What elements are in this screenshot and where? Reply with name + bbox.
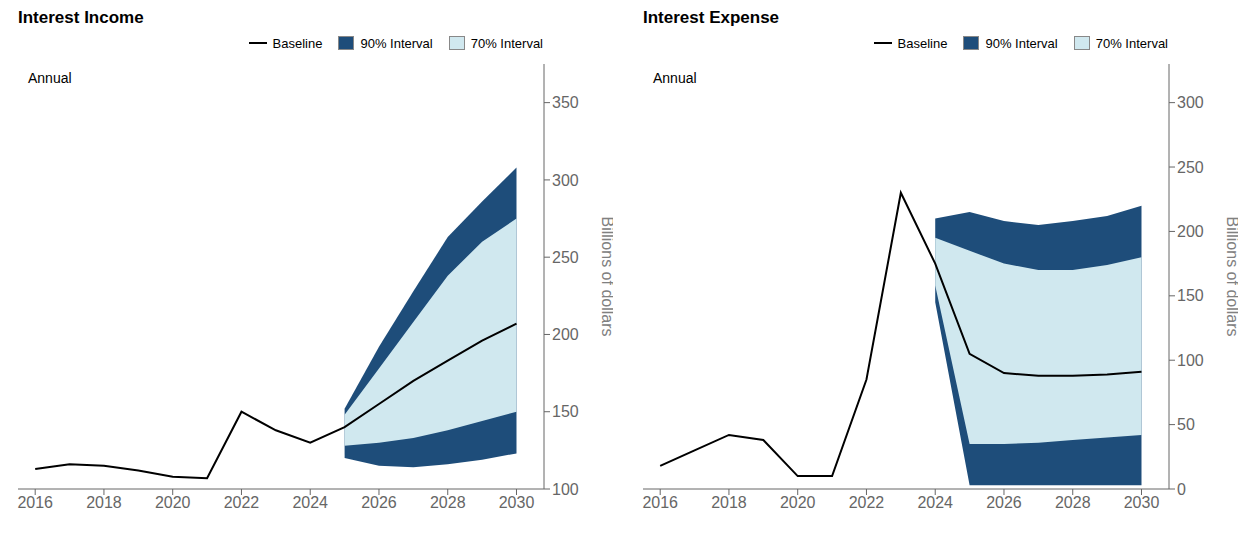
html-text:70% Interval: 70% Interval (470, 35, 543, 51)
svg-text:2016: 2016 (642, 494, 678, 511)
html-text:Interest Income: Interest Income (18, 8, 144, 27)
svg-text:250: 250 (552, 249, 579, 266)
svg-text:2020: 2020 (155, 494, 191, 511)
svg-text:Billions of dollars: Billions of dollars (1224, 216, 1238, 336)
svg-text:2022: 2022 (849, 494, 885, 511)
svg-text:2018: 2018 (86, 494, 122, 511)
svg-text:300: 300 (1177, 94, 1204, 111)
svg-text:150: 150 (1177, 287, 1204, 304)
svg-text:2020: 2020 (780, 494, 816, 511)
svg-text:2016: 2016 (17, 494, 53, 511)
html-text:70% Interval: 70% Interval (1095, 35, 1168, 51)
svg-text:2024: 2024 (292, 494, 328, 511)
svg-text:2028: 2028 (1055, 494, 1091, 511)
svg-text:2026: 2026 (361, 494, 397, 511)
svg-text:2030: 2030 (1124, 494, 1160, 511)
svg-text:250: 250 (1177, 159, 1204, 176)
html-text:Baseline: Baseline (897, 35, 948, 51)
svg-text:350: 350 (552, 94, 579, 111)
svg-text:200: 200 (552, 326, 579, 343)
svg-text:0: 0 (1177, 481, 1186, 498)
svg-text:200: 200 (1177, 223, 1204, 240)
svg-text:100: 100 (1177, 352, 1204, 369)
svg-text:50: 50 (1177, 416, 1195, 433)
svg-text:150: 150 (552, 403, 579, 420)
svg-text:2024: 2024 (917, 494, 953, 511)
svg-text:2030: 2030 (499, 494, 535, 511)
svg-text:2018: 2018 (711, 494, 747, 511)
html-text:Interest Expense: Interest Expense (643, 8, 780, 27)
html-text:90% Interval: 90% Interval (985, 35, 1058, 51)
svg-text:2022: 2022 (224, 494, 260, 511)
html-text:Annual: Annual (653, 70, 697, 86)
html-text:Annual: Annual (28, 70, 72, 86)
svg-text:100: 100 (552, 481, 579, 498)
svg-text:300: 300 (552, 172, 579, 189)
svg-text:2028: 2028 (430, 494, 466, 511)
html-text:90% Interval: 90% Interval (360, 35, 433, 51)
html-text:Baseline: Baseline (272, 35, 323, 51)
svg-text:Billions of dollars: Billions of dollars (599, 216, 613, 336)
svg-text:2026: 2026 (986, 494, 1022, 511)
